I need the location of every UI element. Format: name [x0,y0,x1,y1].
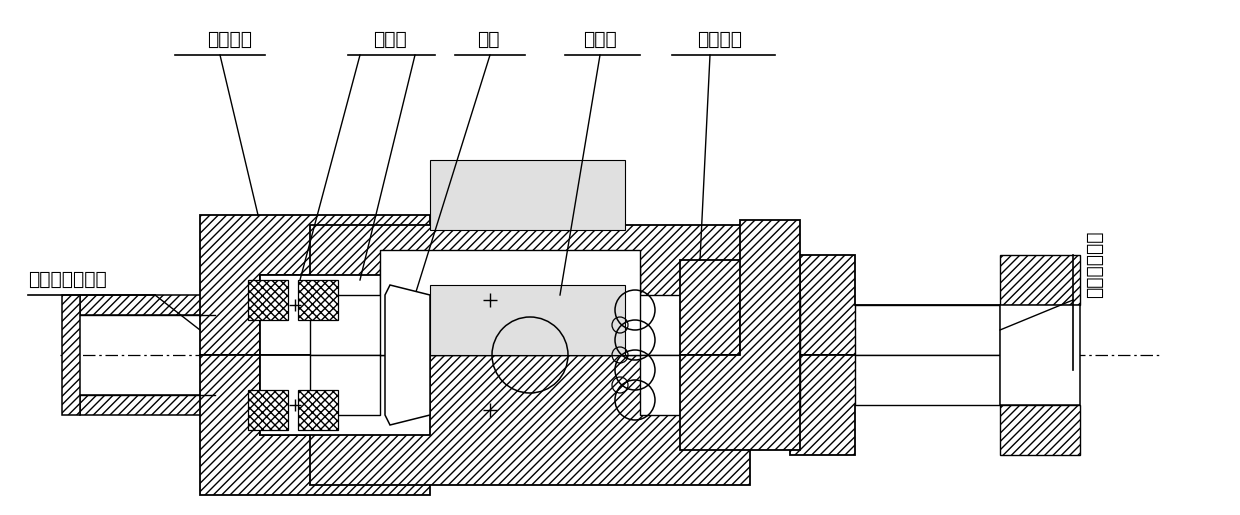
Text: 加注设备出油管: 加注设备出油管 [29,270,107,289]
Polygon shape [248,390,288,430]
Polygon shape [790,355,999,455]
Polygon shape [999,405,1080,455]
Polygon shape [999,255,1080,305]
Polygon shape [298,390,339,430]
Polygon shape [856,355,999,405]
Polygon shape [856,305,999,355]
Polygon shape [680,260,800,355]
Polygon shape [430,285,625,355]
Polygon shape [298,280,339,320]
Polygon shape [310,260,800,485]
Polygon shape [260,355,430,435]
Polygon shape [999,305,1080,405]
Polygon shape [248,280,288,320]
Text: 外套螺母: 外套螺母 [207,30,253,49]
Polygon shape [310,250,800,415]
Polygon shape [200,215,430,355]
Text: 发动机燃油管: 发动机燃油管 [1085,230,1104,298]
Polygon shape [384,285,430,425]
Polygon shape [260,275,430,355]
Polygon shape [680,220,800,450]
Polygon shape [81,295,215,315]
Polygon shape [310,225,800,355]
Text: 自封阀座: 自封阀座 [697,30,743,49]
Polygon shape [81,395,215,415]
Polygon shape [310,265,800,355]
Polygon shape [790,255,999,355]
Polygon shape [210,295,215,415]
Polygon shape [430,160,625,230]
Polygon shape [62,295,81,415]
Text: 密封圈: 密封圈 [373,30,407,49]
Text: 自封阀: 自封阀 [583,30,616,49]
Text: 顶针: 顶针 [476,30,500,49]
Polygon shape [200,355,430,495]
